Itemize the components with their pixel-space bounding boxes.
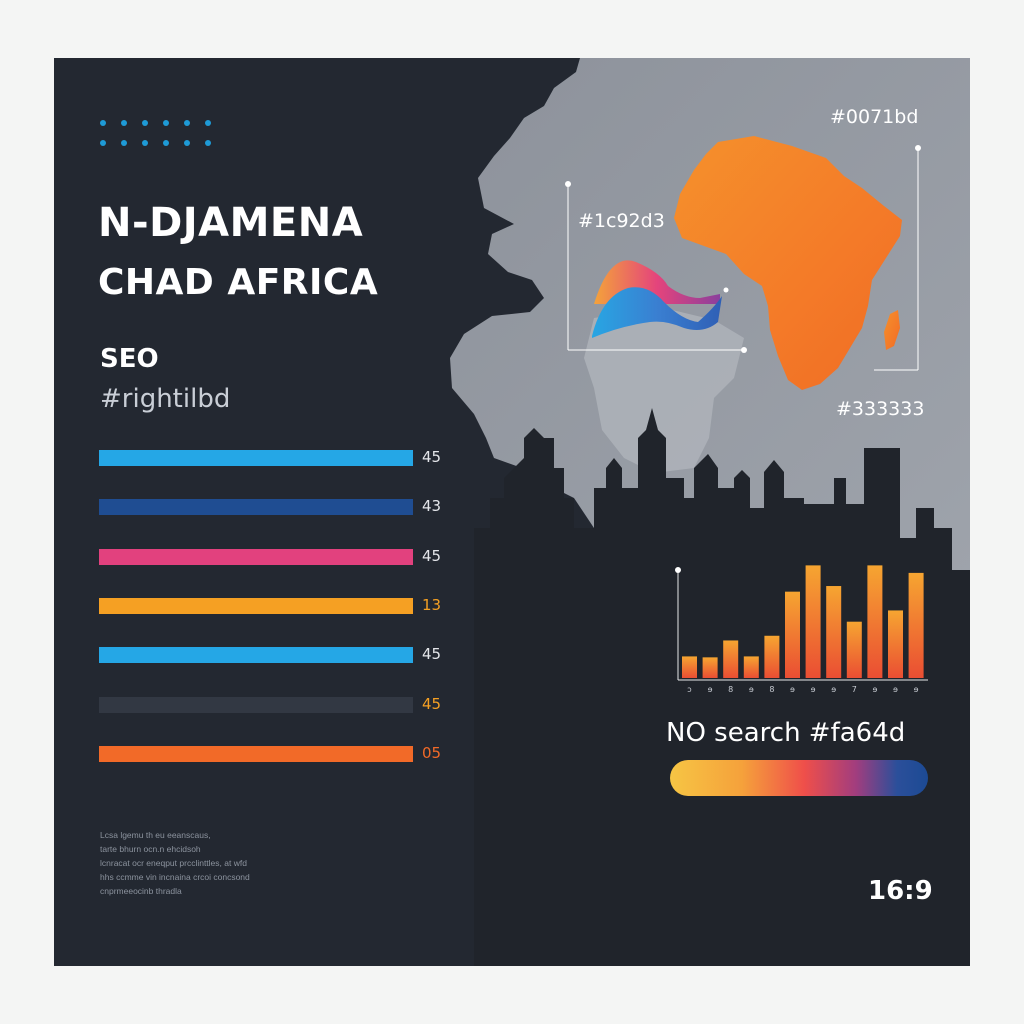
bar-value-label: 45 <box>422 694 442 713</box>
bar-value-label: 45 <box>422 546 442 565</box>
vertical-bar-chart: ɔ ɘ 8 ɘ 8 ɘ ɘ ɘ 7 ɘ ɘ ɘ <box>675 565 928 694</box>
bar <box>723 640 739 678</box>
bar <box>99 450 413 466</box>
chart-overlay: ɔ ɘ 8 ɘ 8 ɘ ɘ ɘ 7 ɘ ɘ ɘ <box>565 145 928 694</box>
bar <box>764 635 780 678</box>
bar-value-label: 43 <box>422 497 442 516</box>
bar <box>99 499 413 516</box>
skyline-silhouette <box>474 408 970 966</box>
bar <box>805 565 821 678</box>
infographic-poster: N-DJAMENA CHAD AFRICA SEO #rightilbd 45 4… <box>54 58 970 966</box>
bar-value-label: 13 <box>422 595 442 614</box>
bar <box>888 610 903 678</box>
x-tick-label: 8 <box>728 685 733 694</box>
page-title-line-1: N-DJAMENA <box>98 200 364 246</box>
bar <box>99 696 413 713</box>
map-and-skyline-backdrop <box>450 58 970 966</box>
callout-dot <box>723 287 729 293</box>
callout-dot <box>915 145 921 151</box>
bar <box>99 647 413 664</box>
callout-color-code: #333333 <box>836 398 925 420</box>
callout-color-code: #1c92d3 <box>578 210 665 232</box>
bar-value-label: 45 <box>422 645 442 664</box>
footnote-line: cnprmeeocinb thradla <box>100 886 182 896</box>
x-tick-label: ɘ <box>893 685 898 694</box>
footnote-line: Lcsa lgemu th eu eeanscaus, <box>100 830 211 840</box>
x-tick-label: ɘ <box>914 685 919 694</box>
dot-grid-icon <box>100 120 220 148</box>
x-tick-label: ɘ <box>811 685 816 694</box>
bar <box>846 621 862 678</box>
x-tick-label: 7 <box>852 685 857 694</box>
seo-heading: SEO <box>100 344 159 374</box>
africa-callout-frame <box>874 148 919 371</box>
africa-map-icon <box>674 136 902 390</box>
footnote-text: Lcsa lgemu th eu eeanscaus, tarte bhurn … <box>100 828 300 898</box>
bar-value-label: 45 <box>422 448 442 466</box>
bar <box>99 548 413 565</box>
callout-dot <box>565 181 571 187</box>
x-tick-label: ɘ <box>790 685 795 694</box>
search-label: NO search #fa64d <box>666 718 906 748</box>
bar <box>702 657 718 678</box>
bar-value-label: 05 <box>422 743 442 762</box>
bar <box>743 656 759 678</box>
bar <box>908 572 924 678</box>
bar <box>826 586 842 678</box>
footnote-line: lcnracat ocr eneqput prcclinttles, at wf… <box>100 858 247 868</box>
x-tick-label: ɔ <box>687 685 691 694</box>
wave-chart-fill <box>592 287 722 338</box>
x-tick-label: ɘ <box>708 685 713 694</box>
bar <box>99 597 413 614</box>
bar <box>682 656 697 678</box>
x-tick-label: 8 <box>769 685 774 694</box>
aspect-ratio-label: 16:9 <box>868 876 933 906</box>
callout-dot <box>741 347 747 353</box>
bar <box>785 591 800 678</box>
footnote-line: hhs ccmme vin incnaina crcoi concsond <box>100 872 250 882</box>
footnote-line: tarte bhurn ocn.n ehcidsoh <box>100 844 201 854</box>
callout-dot <box>675 567 681 573</box>
x-tick-label: ɘ <box>749 685 754 694</box>
bar <box>867 565 883 678</box>
callout-color-code: #0071bd <box>830 106 919 128</box>
page-title-line-2: CHAD AFRICA <box>98 262 379 303</box>
seo-hashtag: #rightilbd <box>100 384 231 414</box>
bar <box>99 745 413 762</box>
madagascar-shape <box>884 310 900 350</box>
wave-callout-frame <box>567 184 744 351</box>
x-tick-label: ɘ <box>831 685 836 694</box>
search-gradient-bar <box>670 760 928 796</box>
x-tick-label: ɘ <box>872 685 877 694</box>
light-region-shape <box>584 308 744 473</box>
